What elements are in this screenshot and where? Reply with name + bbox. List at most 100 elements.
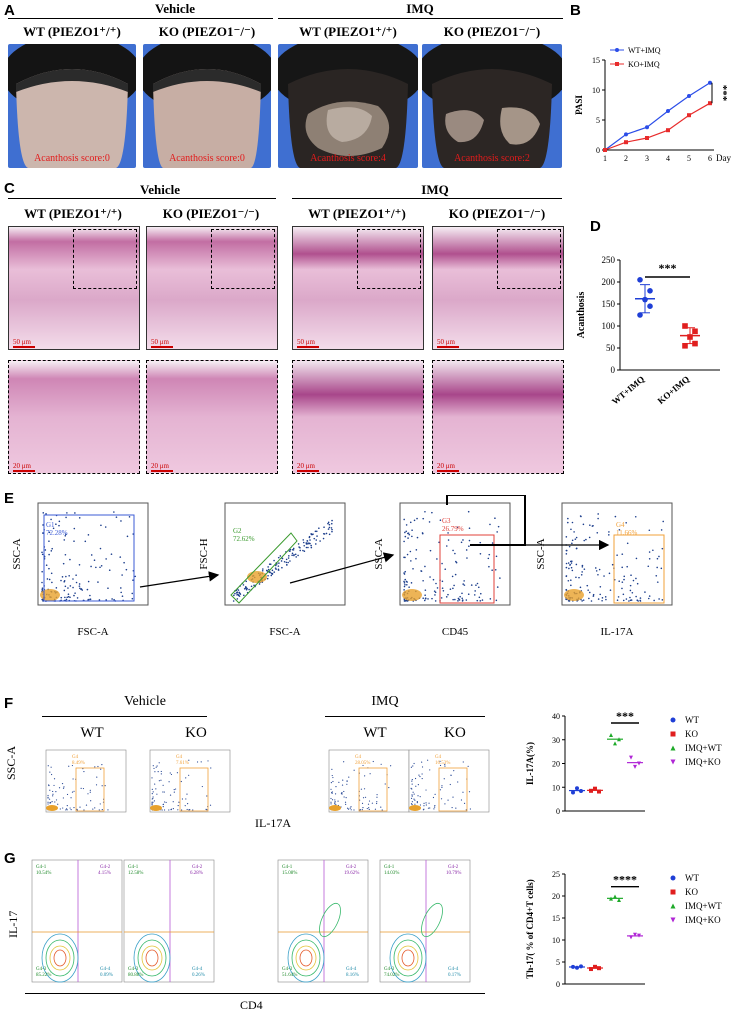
b-xtick-label: 3	[645, 154, 649, 163]
d-sig: ***	[659, 261, 677, 275]
g-q4-pct: 0.26%	[192, 973, 205, 978]
f-event	[160, 773, 162, 775]
f-event	[160, 779, 162, 781]
e-event	[48, 567, 50, 570]
e-event	[459, 595, 461, 598]
e-event	[404, 556, 406, 559]
s-ytick-label: 30	[552, 736, 560, 745]
f-event	[188, 774, 190, 776]
f-event	[162, 806, 164, 808]
f-event	[173, 791, 175, 793]
e-event	[302, 541, 305, 544]
f-group-label-3: WT	[363, 725, 387, 741]
e-event	[661, 547, 664, 550]
e-event	[451, 575, 454, 578]
e-event	[656, 557, 659, 560]
e-event	[331, 519, 333, 522]
f-xlabel: IL-17A	[255, 816, 291, 830]
b-point	[708, 101, 712, 106]
f-event	[340, 793, 343, 795]
g-contour	[137, 939, 167, 977]
e-event	[582, 523, 585, 526]
f-event	[419, 804, 421, 806]
g-q3-pct: 80.88%	[128, 973, 143, 978]
e-event	[570, 584, 572, 587]
f-event	[178, 801, 180, 803]
f-event	[71, 791, 74, 793]
g-q4-pct: 8.16%	[346, 973, 359, 978]
f-event	[156, 765, 158, 767]
e-event	[588, 591, 591, 594]
f-event	[55, 791, 57, 793]
e-event	[581, 600, 583, 602]
f-event	[439, 764, 442, 767]
f-event	[417, 784, 419, 786]
e-event	[330, 522, 333, 525]
f-event	[380, 763, 382, 765]
e-gate-pct: 72.28%	[46, 529, 68, 537]
e-event	[575, 576, 577, 579]
f-event	[83, 770, 85, 773]
f-event	[47, 803, 49, 805]
e-event	[121, 595, 124, 597]
e-event	[331, 530, 333, 533]
e-event	[608, 572, 611, 575]
s-legend-label: WT	[685, 715, 699, 725]
s-legend-marker	[670, 731, 676, 737]
f-event	[62, 797, 64, 799]
f-event	[337, 800, 339, 802]
f-event	[361, 802, 364, 804]
e-event	[267, 566, 269, 568]
f-event	[455, 807, 457, 809]
e-event	[571, 521, 574, 524]
f-event	[200, 761, 202, 763]
e-event	[72, 578, 74, 580]
e-event	[461, 597, 463, 600]
f-event	[411, 803, 413, 806]
b-point	[645, 136, 649, 140]
e-event	[65, 575, 67, 578]
e-event	[565, 536, 568, 538]
e-event	[110, 553, 113, 555]
f-event	[50, 766, 52, 768]
f-event	[444, 763, 446, 766]
e-event	[132, 579, 134, 581]
f-event	[411, 780, 413, 782]
f-event	[331, 799, 334, 801]
e-event	[622, 599, 625, 602]
g-xlabel: CD4	[240, 998, 263, 1012]
e-event	[574, 538, 577, 540]
f-event	[460, 799, 463, 801]
f-event	[447, 799, 449, 801]
e-event	[273, 559, 275, 562]
f-event	[97, 765, 99, 768]
e-event	[495, 555, 498, 558]
e-event	[72, 586, 74, 589]
f-event	[68, 765, 70, 767]
scale-bar-top: 50 μm	[437, 338, 459, 348]
e-event	[73, 540, 75, 542]
e-event	[487, 557, 490, 560]
e-event	[565, 575, 568, 578]
e-event	[265, 569, 268, 572]
f-event	[169, 794, 172, 796]
e-event	[253, 584, 255, 587]
e-event	[80, 588, 82, 591]
f-event	[87, 793, 89, 795]
e-event	[465, 549, 468, 551]
e-event	[288, 555, 290, 557]
s-legend-marker	[670, 917, 676, 923]
e-event	[239, 593, 242, 595]
f-event	[428, 802, 430, 804]
s-point	[597, 789, 601, 794]
e-event	[75, 581, 78, 584]
s-ytick-label: 10	[552, 936, 560, 945]
e-event	[81, 589, 84, 591]
s-legend-label: KO	[685, 729, 698, 739]
e-event	[295, 556, 297, 558]
e-event	[45, 564, 48, 567]
e-event	[111, 598, 113, 600]
e-event	[407, 537, 409, 539]
e-event	[565, 566, 568, 569]
